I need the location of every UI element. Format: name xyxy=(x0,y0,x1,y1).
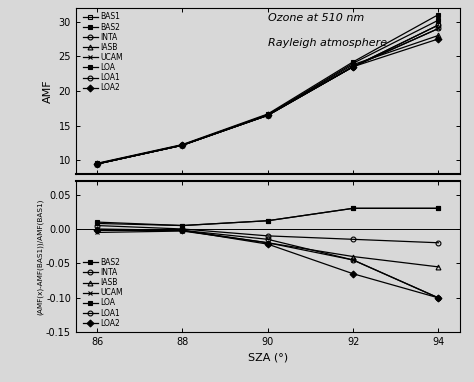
LOA1 xyxy=(180,228,185,233)
UCAM xyxy=(180,229,185,233)
LOA xyxy=(350,61,356,66)
Legend: BAS2, INTA, IASB, UCAM, LOA, LOA1, LOA2: BAS2, INTA, IASB, UCAM, LOA, LOA1, LOA2 xyxy=(82,257,124,329)
LOA2 xyxy=(436,37,441,41)
IASB xyxy=(436,33,441,38)
BAS1 xyxy=(180,143,185,147)
UCAM xyxy=(436,26,441,31)
Line: LOA2: LOA2 xyxy=(95,228,441,300)
LOA2 xyxy=(436,296,441,300)
Text: Ozone at 510 nm: Ozone at 510 nm xyxy=(268,13,364,23)
UCAM xyxy=(94,162,100,166)
X-axis label: SZA (°): SZA (°) xyxy=(248,353,288,363)
IASB xyxy=(350,62,356,67)
LOA xyxy=(436,18,441,23)
LOA1 xyxy=(180,143,185,147)
INTA xyxy=(180,143,185,147)
IASB xyxy=(94,227,100,231)
LOA2 xyxy=(94,228,100,233)
INTA xyxy=(265,113,271,118)
UCAM xyxy=(350,258,356,262)
Line: BAS2: BAS2 xyxy=(95,206,441,228)
Text: Rayleigh atmosphere: Rayleigh atmosphere xyxy=(268,38,387,48)
LOA1 xyxy=(94,228,100,233)
LOA xyxy=(94,221,100,226)
LOA1 xyxy=(436,296,441,300)
BAS2 xyxy=(436,12,441,17)
LOA xyxy=(436,206,441,210)
Line: IASB: IASB xyxy=(95,33,441,167)
Line: INTA: INTA xyxy=(95,223,441,245)
INTA xyxy=(436,241,441,245)
UCAM xyxy=(436,296,441,300)
LOA xyxy=(265,219,271,223)
LOA xyxy=(180,142,185,147)
Y-axis label: (AMF(x)-AMF(BAS1))/AMF(BAS1): (AMF(x)-AMF(BAS1))/AMF(BAS1) xyxy=(36,198,43,315)
BAS2 xyxy=(265,219,271,223)
Legend: BAS1, BAS2, INTA, IASB, UCAM, LOA, LOA1, LOA2: BAS1, BAS2, INTA, IASB, UCAM, LOA, LOA1,… xyxy=(82,11,124,93)
Line: UCAM: UCAM xyxy=(95,228,441,300)
INTA xyxy=(94,162,100,166)
BAS2 xyxy=(180,223,185,228)
LOA2 xyxy=(94,162,100,166)
BAS2 xyxy=(436,206,441,210)
IASB xyxy=(180,228,185,233)
UCAM xyxy=(94,230,100,235)
BAS1 xyxy=(94,162,100,166)
Y-axis label: AMF: AMF xyxy=(43,79,53,103)
LOA xyxy=(265,113,271,117)
LOA xyxy=(350,206,356,210)
BAS2 xyxy=(265,112,271,116)
LOA xyxy=(94,161,100,166)
UCAM xyxy=(265,113,271,118)
LOA2 xyxy=(180,228,185,233)
INTA xyxy=(436,26,441,31)
BAS2 xyxy=(94,220,100,224)
LOA1 xyxy=(350,65,356,69)
UCAM xyxy=(350,65,356,69)
Line: IASB: IASB xyxy=(95,227,441,269)
INTA xyxy=(265,233,271,238)
LOA1 xyxy=(265,113,271,118)
BAS2 xyxy=(350,60,356,64)
BAS2 xyxy=(94,161,100,165)
BAS1 xyxy=(265,113,271,118)
INTA xyxy=(350,65,356,69)
Line: LOA: LOA xyxy=(95,18,441,166)
UCAM xyxy=(180,143,185,147)
IASB xyxy=(265,112,271,117)
Line: LOA: LOA xyxy=(95,206,441,228)
Line: INTA: INTA xyxy=(95,26,441,167)
LOA1 xyxy=(265,237,271,241)
LOA2 xyxy=(180,143,185,147)
Line: BAS1: BAS1 xyxy=(95,23,441,167)
INTA xyxy=(180,227,185,231)
INTA xyxy=(350,237,356,241)
BAS1 xyxy=(350,65,356,69)
Line: BAS2: BAS2 xyxy=(95,12,441,166)
IASB xyxy=(265,241,271,245)
IASB xyxy=(350,254,356,259)
IASB xyxy=(436,265,441,269)
BAS1 xyxy=(436,23,441,27)
LOA xyxy=(180,223,185,228)
LOA1 xyxy=(350,258,356,262)
IASB xyxy=(94,162,100,166)
BAS2 xyxy=(180,142,185,147)
Line: LOA1: LOA1 xyxy=(95,23,441,167)
Line: UCAM: UCAM xyxy=(95,26,441,167)
Line: LOA2: LOA2 xyxy=(95,36,441,167)
LOA2 xyxy=(265,112,271,117)
LOA2 xyxy=(350,272,356,276)
LOA2 xyxy=(265,242,271,246)
Line: LOA1: LOA1 xyxy=(95,228,441,300)
LOA2 xyxy=(350,65,356,69)
IASB xyxy=(180,143,185,147)
LOA1 xyxy=(436,23,441,27)
INTA xyxy=(94,223,100,228)
BAS2 xyxy=(350,206,356,210)
LOA1 xyxy=(94,162,100,166)
UCAM xyxy=(265,241,271,245)
